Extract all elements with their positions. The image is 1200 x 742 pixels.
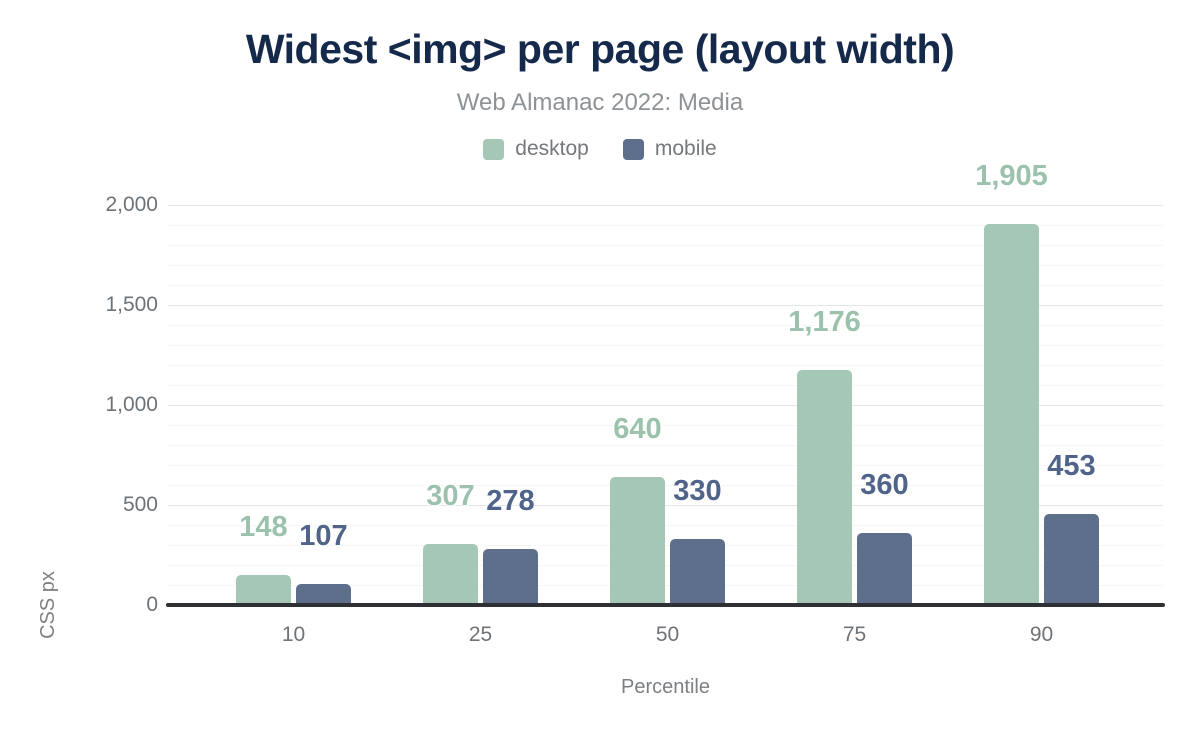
gridline-minor-300 xyxy=(168,545,1163,546)
bar-value-mobile-p10: 107 xyxy=(299,519,348,552)
legend-swatch-mobile xyxy=(622,138,644,160)
bar-mobile-p90 xyxy=(1044,514,1099,605)
bar-value-mobile-p90: 453 xyxy=(1047,450,1096,483)
gridline-minor-200 xyxy=(168,565,1163,566)
y-tick-500: 500 xyxy=(122,493,158,516)
bar-group-10: 148 107 10 xyxy=(200,205,387,646)
bar-mobile-p25 xyxy=(483,549,538,605)
legend: desktop mobile xyxy=(0,137,1200,161)
gridline-minor-900 xyxy=(168,425,1163,426)
gridline-minor-1600 xyxy=(168,285,1163,286)
legend-label-mobile: mobile xyxy=(654,137,717,160)
gridline-minor-1900 xyxy=(168,225,1163,226)
gridline-minor-1100 xyxy=(168,385,1163,386)
bar-mobile-p10 xyxy=(296,583,351,605)
gridline-minor-1300 xyxy=(168,345,1163,346)
y-axis-ticks: 0 500 1,000 1,500 2,000 xyxy=(0,193,158,616)
bar-desktop-p10 xyxy=(236,575,291,605)
bar-value-desktop-p50: 640 xyxy=(613,413,662,445)
gridline-minor-100 xyxy=(168,585,1163,586)
x-tick-90: 90 xyxy=(1029,623,1054,646)
y-tick-1,000: 1,000 xyxy=(105,393,158,416)
bar-desktop-p90 xyxy=(984,224,1039,605)
chart-title: Widest <img> per page (layout width) xyxy=(245,26,955,72)
bar-value-mobile-p50: 330 xyxy=(673,475,722,507)
legend-swatch-desktop xyxy=(483,138,505,160)
x-tick-10: 10 xyxy=(281,623,306,646)
gridline-minor-1200 xyxy=(168,365,1163,366)
bar-value-desktop-p75: 1,176 xyxy=(788,305,861,338)
legend-item-desktop: desktop xyxy=(483,137,589,161)
x-tick-75: 75 xyxy=(842,623,867,646)
gridline-major-1000 xyxy=(168,405,1163,406)
x-tick-25: 25 xyxy=(468,623,493,646)
legend-item-mobile: mobile xyxy=(622,137,717,161)
gridline-minor-700 xyxy=(168,465,1163,466)
bar-mobile-p50 xyxy=(670,539,725,605)
bar-value-mobile-p25: 278 xyxy=(486,485,535,518)
bar-group-50: 640 330 50 xyxy=(574,205,761,646)
bar-desktop-p75 xyxy=(797,369,852,605)
bar-desktop-p25 xyxy=(423,543,478,605)
y-tick-2,000: 2,000 xyxy=(105,193,158,216)
bar-mobile-p75 xyxy=(857,533,912,605)
gridline-minor-600 xyxy=(168,485,1163,486)
gridline-minor-800 xyxy=(168,445,1163,446)
bar-value-mobile-p75: 360 xyxy=(860,469,909,501)
bar-group-75: 1,176 360 75 xyxy=(761,205,948,646)
y-tick-0: 0 xyxy=(146,593,158,616)
x-tick-50: 50 xyxy=(655,623,680,646)
gridline-minor-1400 xyxy=(168,325,1163,326)
bar-value-desktop-p25: 307 xyxy=(426,479,475,512)
gridline-minor-1700 xyxy=(168,265,1163,266)
chart-subtitle: Web Almanac 2022: Media xyxy=(456,89,744,116)
legend-label-desktop: desktop xyxy=(515,137,589,160)
gridline-major-1500 xyxy=(168,305,1163,306)
gridline-major-2000 xyxy=(168,205,1163,206)
plot-area: 0 500 1,000 1,500 2,000 CSS px 148 107 10 307 27… xyxy=(37,162,1165,646)
bar-desktop-p50 xyxy=(610,477,665,605)
bar-group-90: 1,905 453 90 xyxy=(948,162,1135,646)
bar-value-desktop-p90: 1,905 xyxy=(975,160,1048,192)
gridline-minor-1800 xyxy=(168,245,1163,246)
bar-group-25: 307 278 25 xyxy=(387,205,574,646)
bar-groups: 148 107 10 307 278 25 640 330 50 1,176 360 75 1,905 4… xyxy=(200,162,1135,646)
bar-value-desktop-p10: 148 xyxy=(239,511,288,544)
gridline-major-500 xyxy=(168,505,1163,506)
gridline-minor-400 xyxy=(168,525,1163,526)
y-tick-1,500: 1,500 xyxy=(105,293,158,316)
y-axis-title: CSS px xyxy=(37,571,59,639)
x-axis-title: Percentile xyxy=(621,676,710,698)
x-axis-line xyxy=(166,603,1165,607)
